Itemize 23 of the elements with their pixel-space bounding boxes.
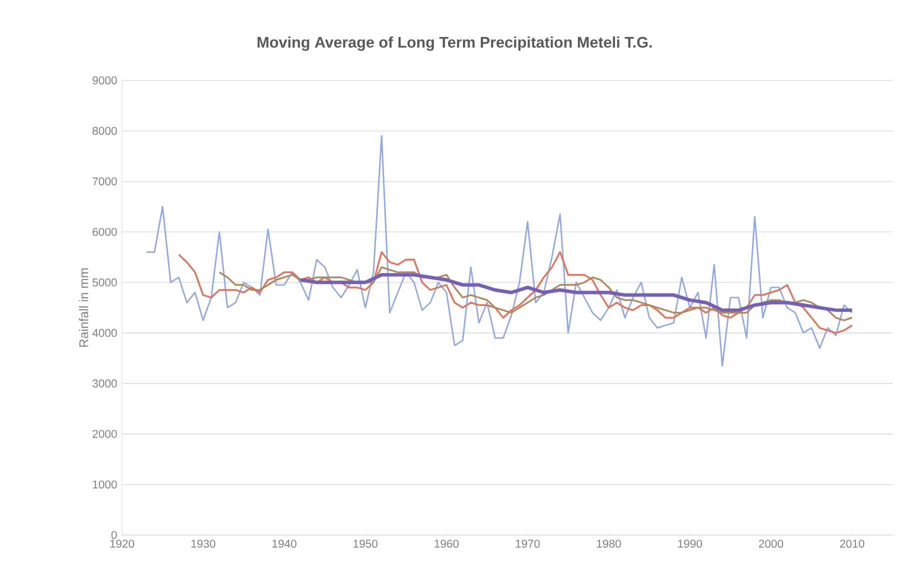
y-tick-label: 2000 xyxy=(92,430,117,438)
y-tick-label: 6000 xyxy=(92,228,117,236)
y-tick-label: 5000 xyxy=(92,278,117,286)
y-tick-label: 1000 xyxy=(92,480,117,488)
x-tick-label: 1950 xyxy=(354,540,378,548)
x-tick-label: 1940 xyxy=(272,540,296,548)
x-tick-label: 2010 xyxy=(840,540,864,548)
x-tick-label: 1970 xyxy=(516,540,540,548)
y-tick-label: 0 xyxy=(111,530,117,539)
line-series xyxy=(146,135,853,366)
x-tick-label: 1980 xyxy=(596,540,621,548)
y-tick-label: 8000 xyxy=(92,126,117,135)
x-tick-label: 1990 xyxy=(678,540,702,548)
y-tick-label: 3000 xyxy=(92,379,117,388)
y-tick-label: 9000 xyxy=(92,76,117,84)
x-tick-label: 1930 xyxy=(191,540,216,548)
y-axis-title: Rainfall in mm xyxy=(78,268,88,347)
x-tick-label: 2000 xyxy=(758,540,784,548)
y-tick-label: 7000 xyxy=(92,177,117,186)
chart-title: Moving Average of Long Term Precipitation Meteli T.G. xyxy=(258,36,652,51)
y-tick-label: 4000 xyxy=(92,328,117,337)
x-tick-label: 1960 xyxy=(434,540,459,548)
x-tick-label: 1920 xyxy=(110,540,134,548)
